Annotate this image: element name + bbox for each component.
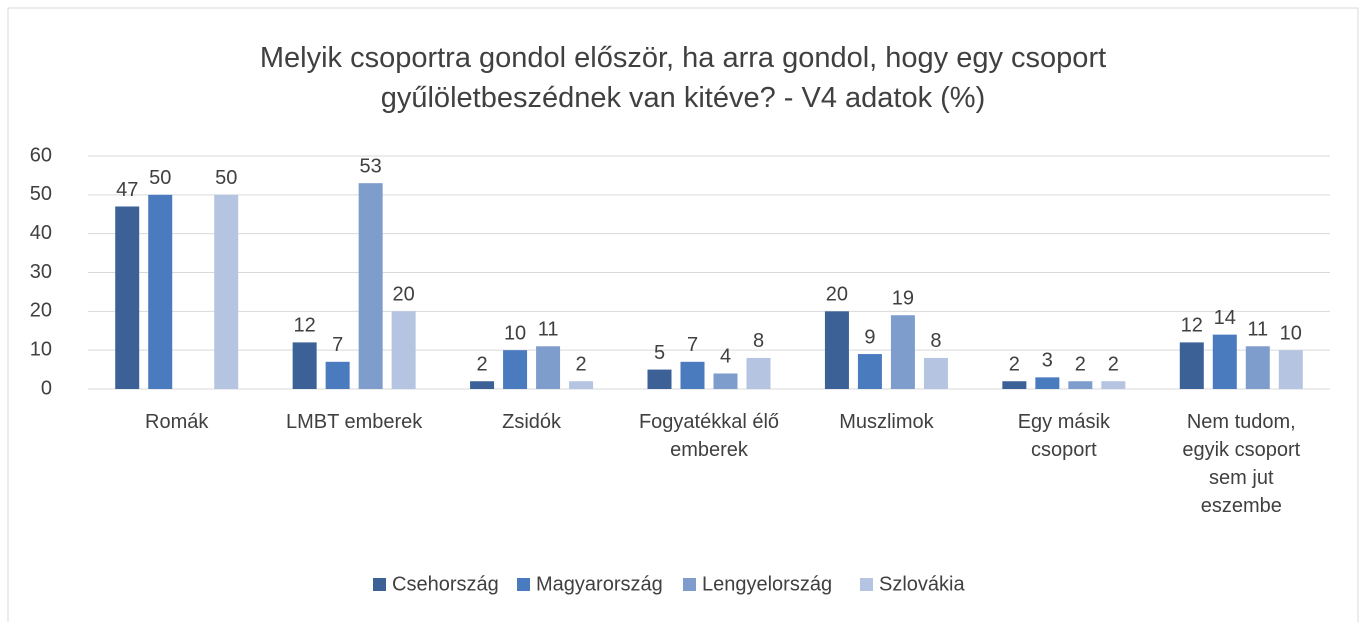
y-tick-label: 30 xyxy=(30,261,52,283)
bar xyxy=(713,373,738,389)
frame xyxy=(7,7,1359,622)
y-tick-label: 50 xyxy=(30,183,52,205)
legend-swatch xyxy=(860,578,873,591)
data-label: 19 xyxy=(892,287,914,309)
bar xyxy=(391,311,416,389)
data-label: 47 xyxy=(116,179,138,201)
chart-title: Melyik csoportra gondol először, ha arra… xyxy=(259,42,1107,114)
data-label: 10 xyxy=(1280,322,1302,344)
data-label: 20 xyxy=(826,284,848,306)
legend-label: Csehország xyxy=(392,573,499,595)
bar xyxy=(536,346,561,389)
data-label: 3 xyxy=(1042,350,1053,372)
bar xyxy=(1002,381,1027,389)
bar xyxy=(569,381,594,389)
legend-swatch xyxy=(683,578,696,591)
data-label: 8 xyxy=(930,330,941,352)
data-label: 2 xyxy=(576,354,587,376)
data-label: 2 xyxy=(1108,354,1119,376)
bar xyxy=(1035,377,1060,389)
y-tick-label: 0 xyxy=(41,377,52,399)
data-label: 50 xyxy=(149,167,171,189)
y-tick-label: 20 xyxy=(30,300,52,322)
legend-label: Lengyelország xyxy=(702,573,832,595)
bar xyxy=(1068,381,1093,389)
data-label: 7 xyxy=(687,334,698,356)
bar xyxy=(503,350,528,389)
legend-swatch xyxy=(517,578,530,591)
data-label: 2 xyxy=(1009,354,1020,376)
data-label: 12 xyxy=(294,315,316,337)
bar xyxy=(824,311,849,389)
bar xyxy=(1101,381,1126,389)
x-tick-label: Muszlimok xyxy=(839,411,934,433)
bar xyxy=(214,194,239,389)
data-label: 53 xyxy=(360,155,382,177)
bar xyxy=(1245,346,1270,389)
data-label: 11 xyxy=(538,319,559,341)
bar xyxy=(1179,342,1204,389)
bar xyxy=(325,361,350,389)
bar xyxy=(857,354,882,389)
data-label: 5 xyxy=(654,342,665,364)
bar xyxy=(148,194,173,389)
bar xyxy=(358,183,383,389)
data-label: 2 xyxy=(1075,354,1086,376)
data-label: 7 xyxy=(332,334,343,356)
y-tick-label: 60 xyxy=(30,144,52,166)
data-label: 10 xyxy=(504,322,526,344)
x-tick-label: Zsidók xyxy=(502,411,562,433)
y-tick-label: 40 xyxy=(30,222,52,244)
data-label: 4 xyxy=(720,346,731,368)
x-tick-label: Romák xyxy=(145,411,209,433)
data-label: 2 xyxy=(477,354,488,376)
bar xyxy=(746,357,771,389)
bar xyxy=(292,342,317,389)
data-label: 20 xyxy=(393,284,415,306)
data-label: 11 xyxy=(1247,319,1268,341)
bar xyxy=(1278,350,1303,389)
bar xyxy=(680,361,705,389)
bar xyxy=(470,381,495,389)
data-label: 12 xyxy=(1181,315,1203,337)
bar xyxy=(647,369,672,389)
x-tick-label: Nem tudom, egyik csoport sem jut eszembe xyxy=(1182,411,1301,517)
data-label: 9 xyxy=(864,326,875,348)
data-label: 14 xyxy=(1214,307,1236,329)
data-label: 50 xyxy=(215,167,237,189)
x-tick-label: LMBT emberek xyxy=(285,411,423,433)
bar xyxy=(890,315,915,389)
x-tick-label: Egy másik csoport xyxy=(1017,411,1110,461)
y-tick-label: 10 xyxy=(30,338,52,360)
bar xyxy=(1212,334,1237,389)
bar xyxy=(923,357,948,389)
legend-swatch xyxy=(373,578,386,591)
legend-label: Szlovákia xyxy=(879,573,965,595)
data-label: 8 xyxy=(753,330,764,352)
legend-label: Magyarország xyxy=(536,573,663,595)
x-tick-label: Fogyatékkal élő emberek xyxy=(638,411,780,461)
bar xyxy=(115,206,140,389)
